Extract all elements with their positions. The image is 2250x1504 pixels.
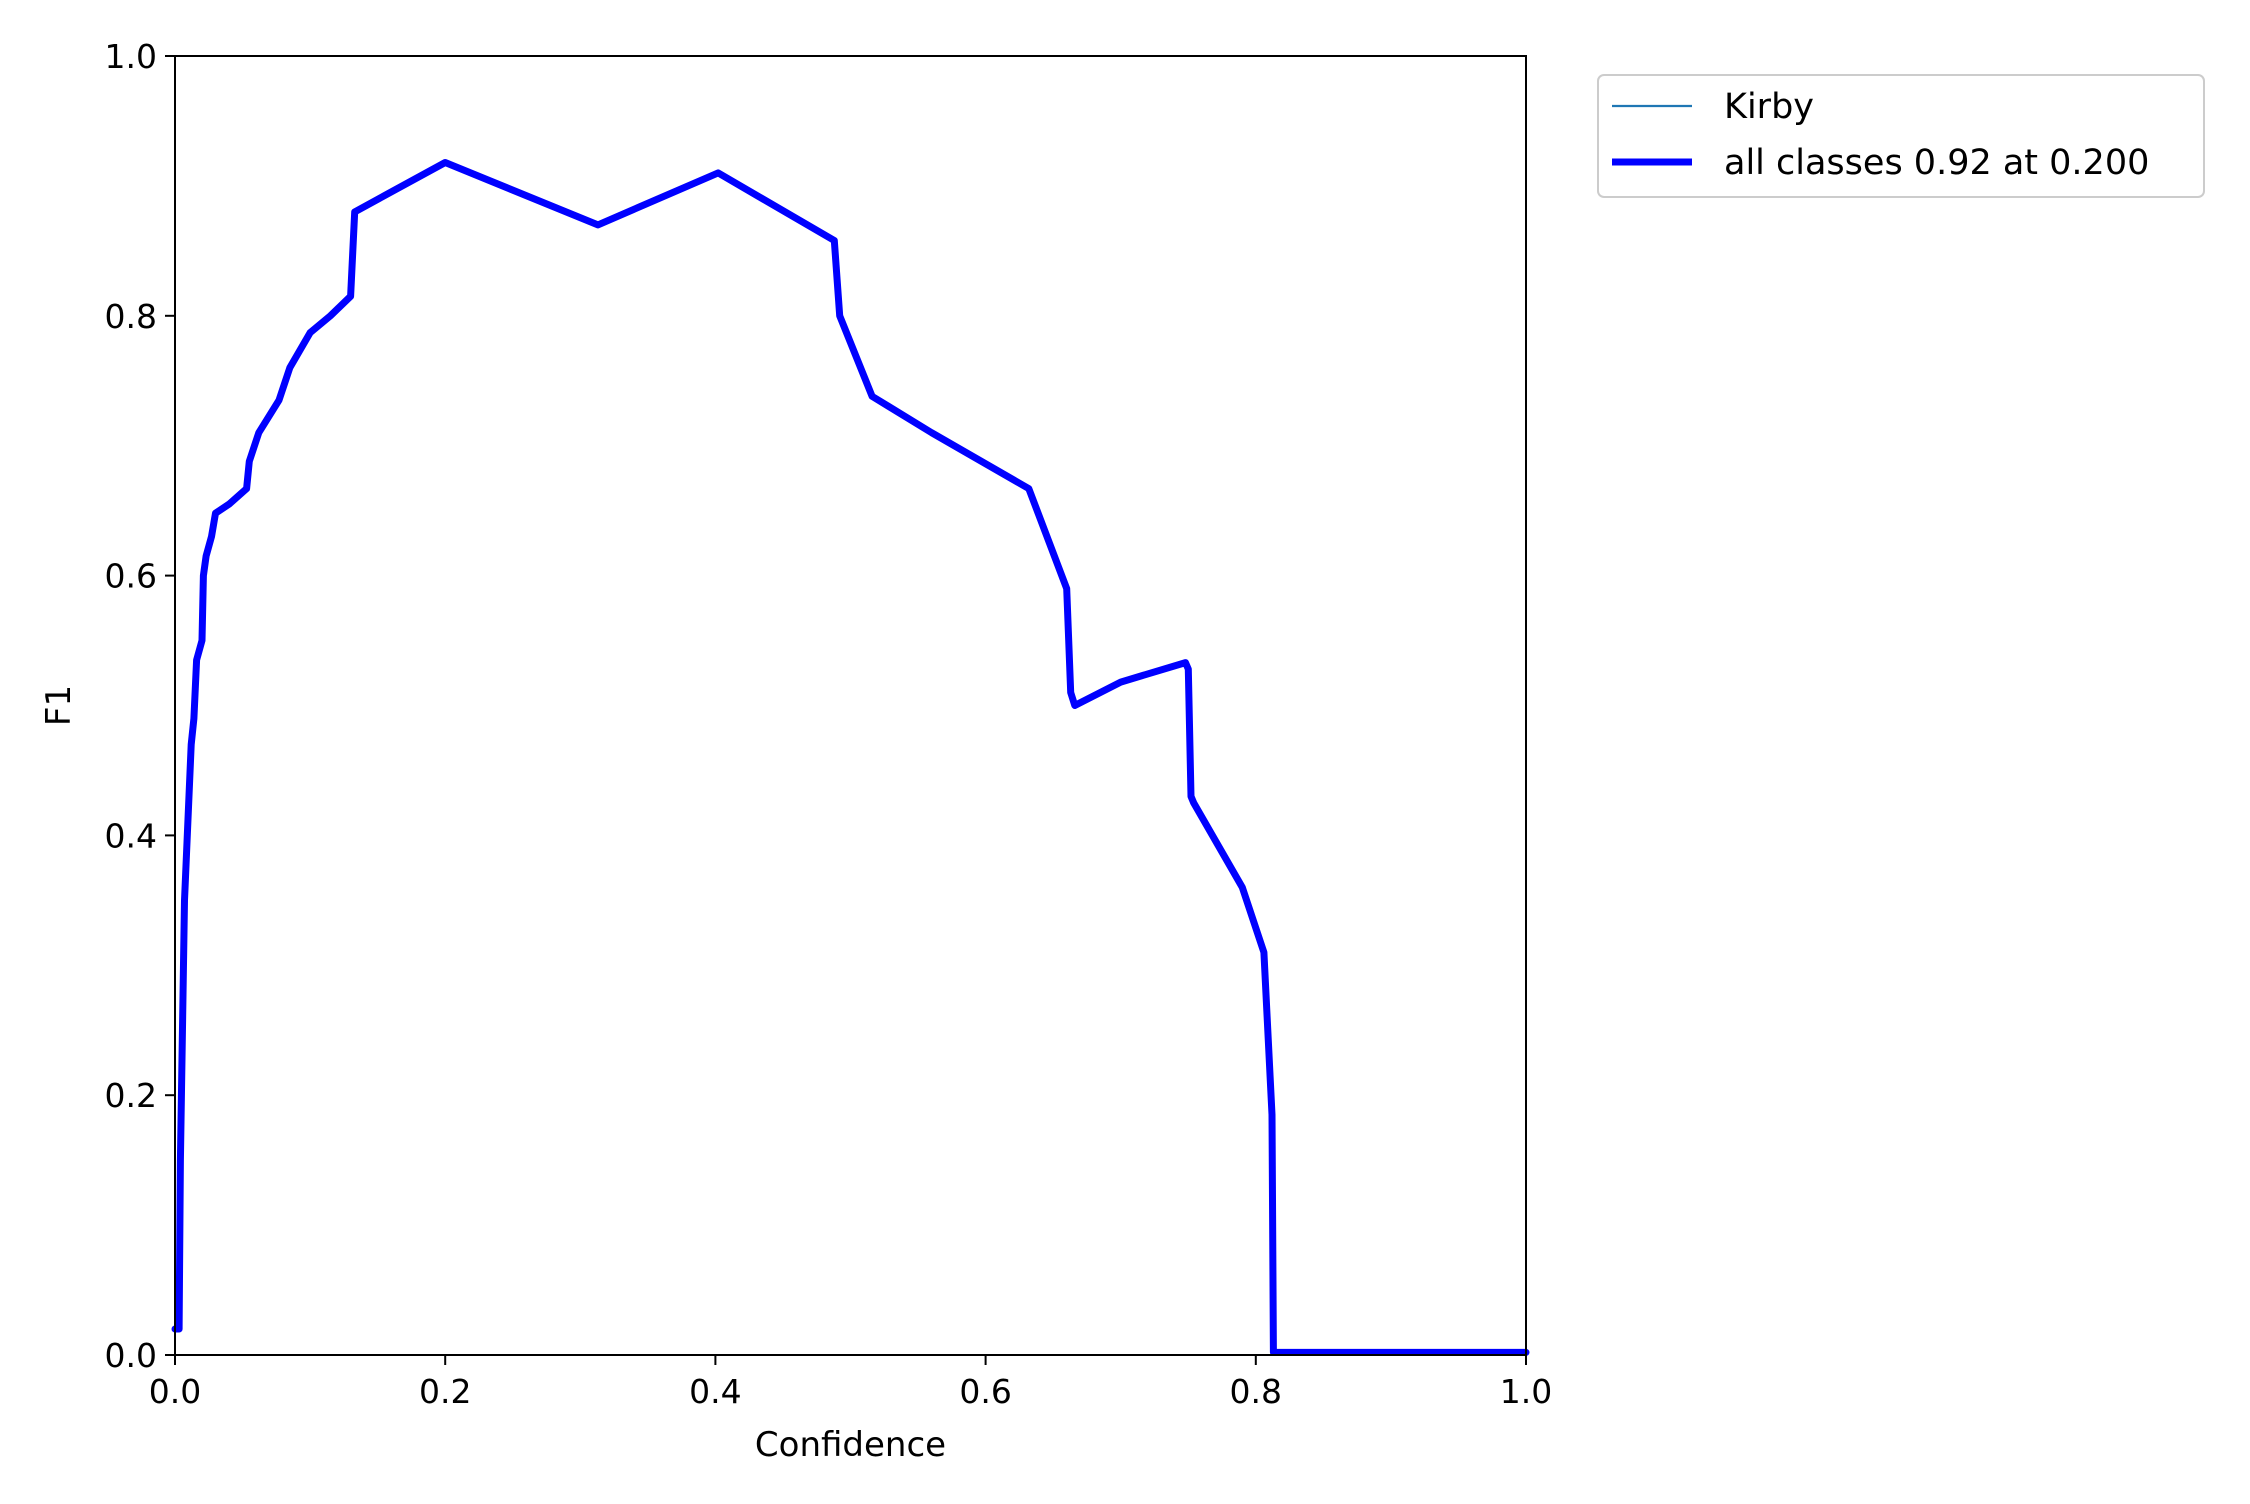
- y-axis-label: F1: [39, 685, 79, 726]
- y-tick-label: 0.6: [105, 557, 157, 596]
- legend: Kirby all classes 0.92 at 0.200: [1597, 74, 2205, 198]
- legend-label-all-classes: all classes 0.92 at 0.200: [1724, 143, 2149, 183]
- x-tick-label: 0.2: [419, 1372, 471, 1411]
- legend-box: [1597, 74, 2205, 198]
- y-tick-label: 0.4: [105, 816, 157, 855]
- x-tick-label: 1.0: [1500, 1372, 1552, 1411]
- x-axis-label: Confidence: [755, 1425, 946, 1465]
- y-tick-label: 0.0: [105, 1336, 157, 1375]
- y-tick-label: 1.0: [105, 37, 157, 76]
- y-tick-label: 0.2: [105, 1076, 157, 1115]
- legend-label-kirby: Kirby: [1724, 87, 1814, 127]
- x-tick-label: 0.8: [1230, 1372, 1282, 1411]
- series-line-all-classes: [171, 159, 1530, 1356]
- lines-layer: [171, 159, 1530, 1356]
- x-tick-label: 0.6: [959, 1372, 1011, 1411]
- x-tick-label: 0.4: [689, 1372, 741, 1411]
- plot-area-frame: [174, 55, 1527, 1356]
- y-tick-label: 0.8: [105, 297, 157, 336]
- ticks-layer: 0.0 0.2 0.4 0.6 0.8 1.0 0.0 0.2 0.4 0.6 0.8 1.0: [105, 37, 1553, 1411]
- x-tick-label: 0.0: [149, 1372, 201, 1411]
